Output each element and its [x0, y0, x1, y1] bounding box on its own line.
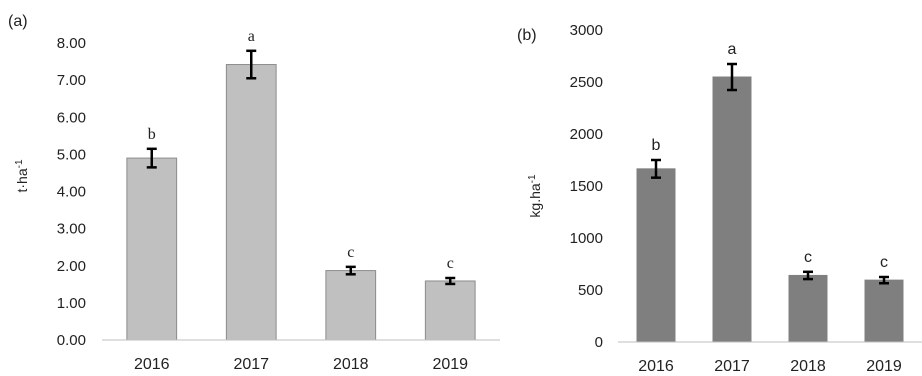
bar-b-2019 — [864, 279, 904, 343]
y-axis-label-b: kg.ha-1 — [527, 174, 543, 218]
significance-letter-a: b — [148, 126, 156, 143]
y-tick-label-b: 1000 — [570, 230, 603, 247]
significance-letter-a: a — [248, 28, 255, 45]
error-bar-a-2018 — [345, 265, 356, 276]
significance-letter-a: c — [347, 244, 354, 261]
significance-letter-b: c — [880, 254, 888, 271]
error-bar-b-2019 — [879, 275, 889, 285]
error-bar-a-2019 — [445, 276, 456, 286]
y-tick-label-a: 4.00 — [57, 184, 86, 201]
y-axis-label-a: t·ha-1 — [14, 159, 30, 192]
y-tick-label-a: 7.00 — [57, 72, 86, 89]
y-tick-label-a: 8.00 — [57, 35, 86, 52]
y-tick-label-b: 3000 — [570, 22, 603, 39]
error-bar-b-2016 — [651, 158, 661, 179]
chart-panel-b: (b) kg.ha-1 0 500 1000 1500 2000 2500 3000 b a c… — [517, 22, 922, 375]
x-tick-label-b: 2017 — [714, 358, 750, 375]
significance-letter-a: c — [447, 255, 454, 272]
x-tick-label-b: 2018 — [790, 358, 826, 375]
bar-a-2017 — [225, 64, 277, 341]
significance-letter-b: a — [728, 41, 737, 58]
chart-panel-a: (a) t·ha-1 0.00 1.00 2.00 3.00 4.00 5.00 6.00 7… — [8, 13, 500, 373]
bar-b-2018 — [788, 274, 828, 343]
error-bar-b-2018 — [803, 270, 813, 281]
error-bar-a-2016 — [146, 147, 157, 169]
y-axis-label-sup-b: -1 — [527, 174, 538, 183]
error-bar-b-2017 — [727, 62, 737, 92]
y-tick-label-b: 0 — [595, 334, 603, 351]
bar-a-2018 — [325, 270, 377, 341]
bar-b-2017 — [712, 76, 752, 343]
y-tick-label-b: 500 — [578, 282, 603, 299]
y-axis-label-base-a: t·ha — [14, 168, 30, 192]
bar-a-2016 — [126, 157, 178, 341]
y-tick-label-a: 5.00 — [57, 146, 86, 163]
significance-letter-b: b — [652, 137, 661, 154]
significance-letter-b: c — [804, 249, 812, 266]
y-axis-label-sup-a: -1 — [14, 159, 25, 168]
y-tick-label-a: 2.00 — [57, 258, 86, 275]
x-tick-label-a: 2018 — [333, 356, 369, 373]
x-tick-label-a: 2016 — [134, 356, 170, 373]
panel-label-a: (a) — [8, 13, 28, 30]
y-tick-label-a: 0.00 — [57, 332, 86, 349]
panel-label-b: (b) — [517, 27, 537, 44]
x-tick-label-a: 2019 — [432, 356, 468, 373]
y-tick-label-b: 2000 — [570, 126, 603, 143]
y-axis-label-base-b: kg.ha — [527, 183, 543, 217]
bar-a-2019 — [424, 280, 476, 341]
y-tick-label-a: 6.00 — [57, 109, 86, 126]
x-tick-label-a: 2017 — [233, 356, 269, 373]
y-tick-label-a: 1.00 — [57, 295, 86, 312]
y-tick-label-b: 2500 — [570, 74, 603, 91]
y-tick-label-b: 1500 — [570, 178, 603, 195]
x-tick-label-b: 2019 — [866, 358, 902, 375]
bar-b-2016 — [636, 168, 676, 343]
x-tick-label-b: 2016 — [638, 358, 674, 375]
error-bar-a-2017 — [246, 49, 257, 80]
y-tick-label-a: 3.00 — [57, 221, 86, 238]
